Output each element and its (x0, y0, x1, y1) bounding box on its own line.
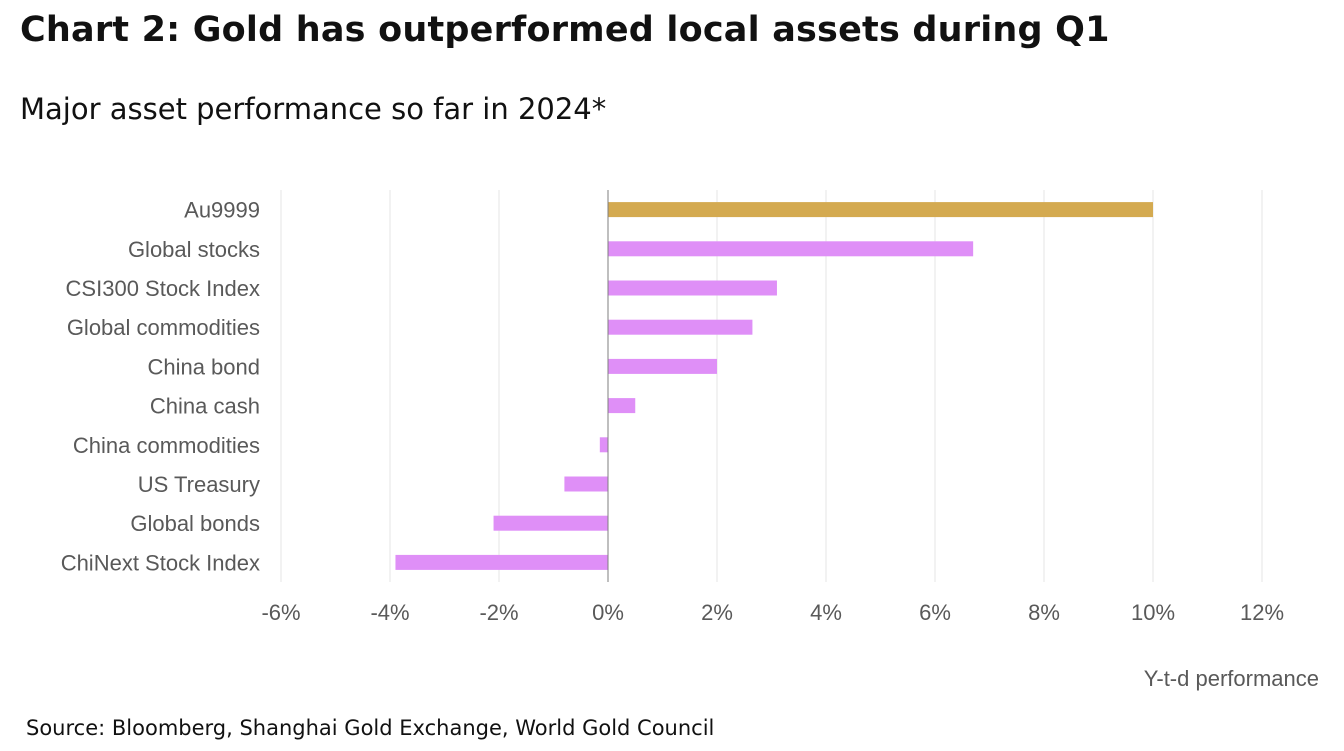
category-label: CSI300 Stock Index (66, 276, 260, 301)
category-label: Au9999 (184, 198, 260, 223)
category-label: Global bonds (130, 511, 260, 536)
category-label: China bond (147, 354, 260, 379)
source-note: Source: Bloomberg, Shanghai Gold Exchang… (26, 716, 715, 740)
category-label: US Treasury (138, 472, 260, 497)
bar-global-bonds (493, 515, 608, 531)
chart-title: Chart 2: Gold has outperformed local ass… (20, 10, 1110, 50)
bar-chart: Au9999 Global stocks CSI300 Stock Index Glo… (61, 190, 1319, 691)
x-tick-label: -4% (370, 600, 409, 625)
bar-global-commodities (608, 319, 753, 335)
category-label: ChiNext Stock Index (61, 550, 260, 575)
x-tick-label: 8% (1028, 600, 1060, 625)
category-label: Global stocks (128, 237, 260, 262)
bar-china-bond (608, 358, 717, 374)
x-tick-label: 10% (1131, 600, 1175, 625)
bar-global-stocks (608, 241, 974, 257)
bar-china-commodities (599, 437, 608, 453)
category-label: China cash (150, 394, 260, 419)
bar-csi300-stock-index (608, 280, 777, 296)
category-labels: Au9999 Global stocks CSI300 Stock Index Glo… (61, 198, 260, 576)
x-tick-label: 2% (701, 600, 733, 625)
x-axis-label: Y-t-d performance (1144, 666, 1319, 691)
bar-chinext-stock-index (395, 554, 608, 570)
x-tick-label: 6% (919, 600, 951, 625)
bar-us-treasury (564, 476, 608, 492)
bar-au9999 (608, 202, 1153, 218)
bars (395, 202, 1153, 570)
x-tick-label: 0% (592, 600, 624, 625)
x-tick-label: -2% (479, 600, 518, 625)
bar-china-cash (608, 398, 636, 414)
x-tick-label: 4% (810, 600, 842, 625)
category-label: Global commodities (67, 315, 260, 340)
category-label: China commodities (73, 433, 260, 458)
x-tick-label: -6% (261, 600, 300, 625)
x-tick-label: 12% (1240, 600, 1284, 625)
tick-labels: -6% -4% -2% 0% 2% 4% 6% 8% 10% 12% (261, 600, 1284, 625)
chart-subtitle: Major asset performance so far in 2024* (20, 92, 607, 126)
